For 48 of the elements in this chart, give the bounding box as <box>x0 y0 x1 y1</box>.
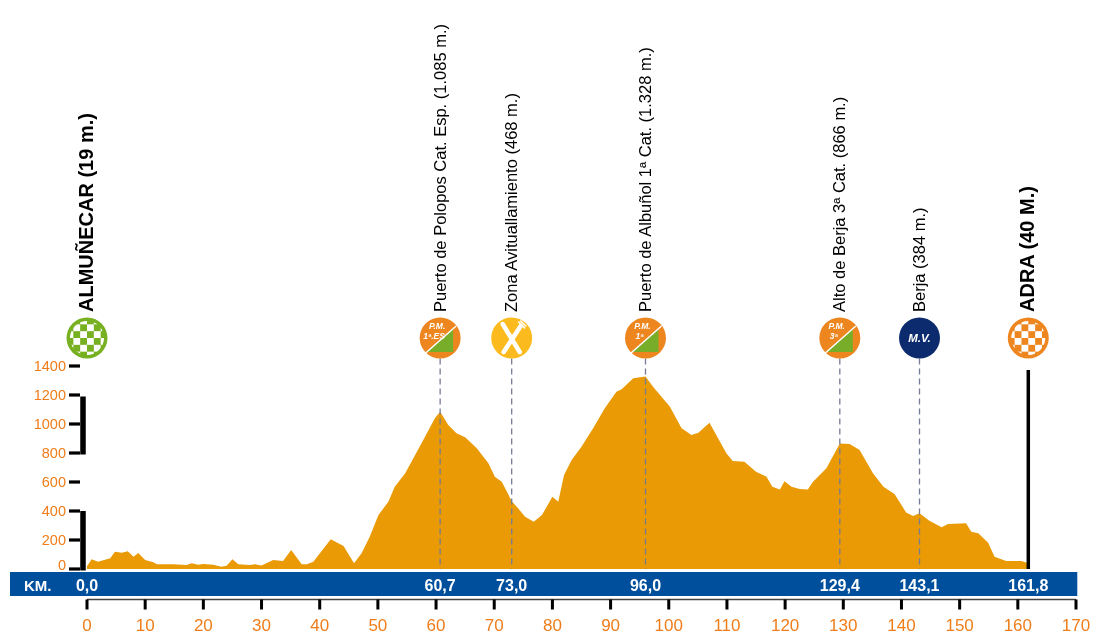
y-tick-label: 600 <box>41 474 66 490</box>
y-tick-label: 0 <box>57 557 66 573</box>
x-tick-label: 110 <box>713 615 741 635</box>
x2-tick-label: 60,7 <box>424 576 456 593</box>
x-tick-label: 60 <box>426 615 446 635</box>
x2-tick-label: 96,0 <box>629 576 662 593</box>
x2-tick-label: 161,8 <box>1008 576 1049 593</box>
y-tick-label: 800 <box>41 445 66 461</box>
x-tick-label: 30 <box>252 615 271 635</box>
x-tick-label: 10 <box>135 615 155 635</box>
x-tick-label: 160 <box>1003 615 1033 635</box>
x-tick-label: 130 <box>829 615 858 635</box>
x2-axis-title: KM. <box>24 576 52 593</box>
x2-tick-label: 129,4 <box>819 576 860 593</box>
x-tick-label: 20 <box>193 615 213 635</box>
x-tick-label: 140 <box>887 615 916 635</box>
x-tick-label: 70 <box>484 615 504 635</box>
text: M.V. <box>908 332 931 344</box>
y-tick-label: 1000 <box>33 416 66 432</box>
text: ALMUÑECAR (19 m.) <box>75 113 97 312</box>
x-tick-label: 0 <box>82 615 92 635</box>
ref-line-label: Puerto de Albuñol 1ª Cat. (1.328 m.) <box>635 47 654 312</box>
ref-line-label: ADRA (40 M.) <box>1016 186 1039 312</box>
x-tick-label: 150 <box>945 615 974 635</box>
x2-tick-label: 0,0 <box>75 576 99 593</box>
x-tick-label: 100 <box>654 615 683 635</box>
text: 1ª <box>635 330 645 341</box>
ref-line-label: Zona Avituallamiento (468 m.) <box>502 93 521 312</box>
x2-tick-label: 143,1 <box>899 576 940 593</box>
ref-line-label: Alto de Berja 3ª Cat. (866 m.) <box>830 96 849 312</box>
x-tick-label: 50 <box>368 615 388 635</box>
y-tick-label: 1400 <box>33 358 66 374</box>
y-tick-label: 1200 <box>33 387 66 403</box>
x-tick-label: 120 <box>770 615 800 635</box>
x2-tick-label: 73,0 <box>496 576 528 593</box>
text: P.M. <box>428 321 446 331</box>
text: P.M. <box>828 321 845 331</box>
x-tick-label: 80 <box>542 615 562 635</box>
y-tick-label: 400 <box>41 503 66 519</box>
text: 3ª <box>829 330 839 341</box>
x-tick-label: 90 <box>601 615 621 635</box>
ref-line-label: Berja (384 m.) <box>910 207 929 312</box>
x-tick-label: 170 <box>1061 615 1091 635</box>
text: 1ª.ES <box>423 330 446 341</box>
x-tick-label: 40 <box>310 615 330 635</box>
ref-line-label: Puerto de Polopos Cat. Esp. (1.085 m.) <box>430 24 449 312</box>
text: P.M. <box>634 321 651 331</box>
y-tick-label: 200 <box>41 532 66 548</box>
